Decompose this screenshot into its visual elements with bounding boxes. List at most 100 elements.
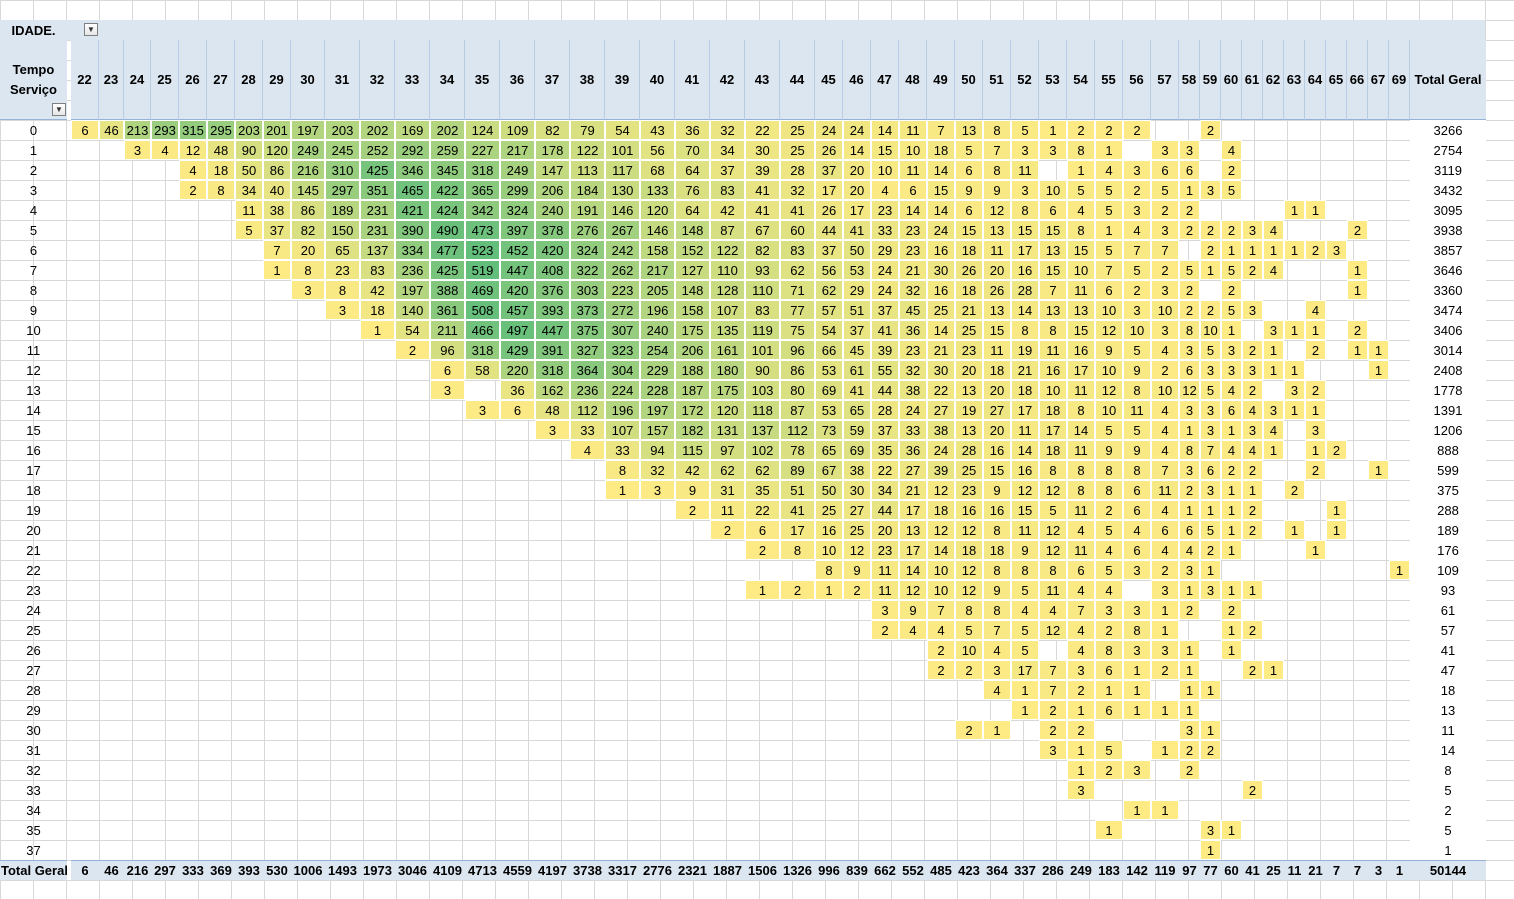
pivot-value-cell: 2 bbox=[1242, 660, 1263, 680]
age-column-header: 37 bbox=[535, 40, 570, 120]
pivot-value-cell: 1 bbox=[1263, 340, 1284, 360]
pivot-value-cell: 133 bbox=[640, 180, 675, 200]
pivot-value-cell: 2 bbox=[1067, 720, 1095, 740]
pivot-value-cell: 10 bbox=[815, 540, 843, 560]
pivot-value-cell: 16 bbox=[927, 240, 955, 260]
pivot-value-cell: 120 bbox=[263, 140, 291, 160]
pivot-value-cell: 1 bbox=[1326, 500, 1347, 520]
pivot-value-cell: 30 bbox=[927, 260, 955, 280]
pivot-value-cell: 206 bbox=[675, 340, 710, 360]
pivot-value-cell: 4 bbox=[151, 140, 179, 160]
pivot-value-cell: 3 bbox=[1123, 160, 1151, 180]
row-total-cell: 1206 bbox=[1410, 420, 1486, 440]
pivot-value-cell: 10 bbox=[927, 560, 955, 580]
pivot-value-cell: 9 bbox=[955, 180, 983, 200]
age-column-header: 66 bbox=[1347, 40, 1368, 120]
pivot-value-cell: 11 bbox=[899, 160, 927, 180]
pivot-value-cell: 4 bbox=[1151, 500, 1179, 520]
pivot-value-cell: 242 bbox=[605, 240, 640, 260]
pivot-value-cell: 8 bbox=[1067, 220, 1095, 240]
pivot-value-cell: 393 bbox=[535, 300, 570, 320]
row-filter-button[interactable]: ▼ bbox=[50, 102, 68, 119]
pivot-value-cell: 2 bbox=[1039, 700, 1067, 720]
pivot-value-cell: 16 bbox=[983, 500, 1011, 520]
pivot-value-cell: 42 bbox=[360, 280, 395, 300]
row-total-cell: 888 bbox=[1410, 440, 1486, 460]
pivot-value-cell: 9 bbox=[1123, 440, 1151, 460]
pivot-value-cell: 12 bbox=[1095, 380, 1123, 400]
pivot-value-cell: 25 bbox=[815, 500, 843, 520]
pivot-value-cell: 102 bbox=[745, 440, 780, 460]
pivot-value-cell: 6 bbox=[1123, 500, 1151, 520]
pivot-value-cell: 41 bbox=[745, 200, 780, 220]
pivot-value-cell: 38 bbox=[843, 460, 871, 480]
pivot-value-cell: 107 bbox=[605, 420, 640, 440]
pivot-value-cell: 11 bbox=[1067, 500, 1095, 520]
pivot-value-cell: 292 bbox=[395, 140, 430, 160]
pivot-value-cell: 3 bbox=[1123, 640, 1151, 660]
pivot-value-cell: 23 bbox=[899, 240, 927, 260]
tempo-servico-row-label: 37 bbox=[26, 842, 41, 858]
pivot-value-cell: 24 bbox=[843, 120, 871, 140]
pivot-value-cell: 73 bbox=[815, 420, 843, 440]
pivot-value-cell: 2 bbox=[1179, 760, 1200, 780]
pivot-value-cell: 14 bbox=[927, 160, 955, 180]
pivot-value-cell: 2 bbox=[1221, 220, 1242, 240]
pivot-value-cell: 11 bbox=[1067, 540, 1095, 560]
pivot-value-cell: 50 bbox=[843, 240, 871, 260]
pivot-value-cell: 1 bbox=[1221, 540, 1242, 560]
pivot-value-cell: 8 bbox=[780, 540, 815, 560]
pivot-value-cell: 1 bbox=[1368, 340, 1389, 360]
column-filter-button[interactable]: ▼ bbox=[82, 21, 100, 39]
pivot-value-cell: 7 bbox=[927, 600, 955, 620]
pivot-value-cell: 18 bbox=[1039, 400, 1067, 420]
pivot-value-cell: 42 bbox=[675, 460, 710, 480]
pivot-value-cell: 158 bbox=[675, 300, 710, 320]
pivot-value-cell: 18 bbox=[1039, 440, 1067, 460]
pivot-value-cell: 37 bbox=[710, 160, 745, 180]
pivot-value-cell: 203 bbox=[325, 120, 360, 140]
pivot-value-cell: 9 bbox=[983, 180, 1011, 200]
pivot-value-cell: 113 bbox=[570, 160, 605, 180]
pivot-value-cell: 236 bbox=[570, 380, 605, 400]
pivot-value-cell: 8 bbox=[291, 260, 325, 280]
pivot-value-cell: 2 bbox=[1095, 760, 1123, 780]
column-total-cell: 3317 bbox=[605, 860, 640, 880]
pivot-value-cell: 7 bbox=[1123, 240, 1151, 260]
pivot-value-cell: 5 bbox=[1123, 340, 1151, 360]
column-total-cell: 1887 bbox=[710, 860, 745, 880]
pivot-value-cell: 15 bbox=[1011, 500, 1039, 520]
pivot-value-cell: 3 bbox=[1179, 400, 1200, 420]
column-total-cell: 216 bbox=[124, 860, 151, 880]
pivot-value-cell: 78 bbox=[780, 440, 815, 460]
pivot-value-cell: 6 bbox=[955, 160, 983, 180]
pivot-value-cell: 25 bbox=[927, 300, 955, 320]
pivot-value-cell: 3 bbox=[1200, 400, 1221, 420]
age-column-header: 23 bbox=[99, 40, 124, 120]
pivot-value-cell: 4 bbox=[1095, 540, 1123, 560]
pivot-value-cell: 59 bbox=[843, 420, 871, 440]
pivot-value-cell: 2 bbox=[1179, 300, 1200, 320]
row-total-cell: 14 bbox=[1410, 740, 1486, 760]
pivot-value-cell: 1 bbox=[1221, 580, 1242, 600]
pivot-value-cell: 23 bbox=[955, 480, 983, 500]
total-geral-column-header: Total Geral bbox=[1410, 40, 1486, 120]
pivot-value-cell: 1 bbox=[1067, 700, 1095, 720]
pivot-value-cell: 17 bbox=[1039, 420, 1067, 440]
pivot-value-cell: 5 bbox=[1039, 500, 1067, 520]
pivot-value-cell: 1 bbox=[1221, 640, 1242, 660]
pivot-value-cell: 10 bbox=[1039, 380, 1067, 400]
pivot-value-cell: 211 bbox=[430, 320, 465, 340]
pivot-value-cell: 196 bbox=[605, 400, 640, 420]
tempo-servico-row-label: 21 bbox=[26, 542, 41, 558]
pivot-value-cell: 23 bbox=[871, 200, 899, 220]
age-column-header: 48 bbox=[899, 40, 927, 120]
pivot-value-cell: 1 bbox=[1123, 680, 1151, 700]
pivot-value-cell: 1 bbox=[1263, 360, 1284, 380]
pivot-value-cell: 3 bbox=[1151, 640, 1179, 660]
column-total-cell: 60 bbox=[1221, 860, 1242, 880]
pivot-value-cell: 54 bbox=[395, 320, 430, 340]
pivot-value-cell: 3 bbox=[640, 480, 675, 500]
pivot-value-cell: 175 bbox=[675, 320, 710, 340]
column-total-cell: 6 bbox=[71, 860, 99, 880]
